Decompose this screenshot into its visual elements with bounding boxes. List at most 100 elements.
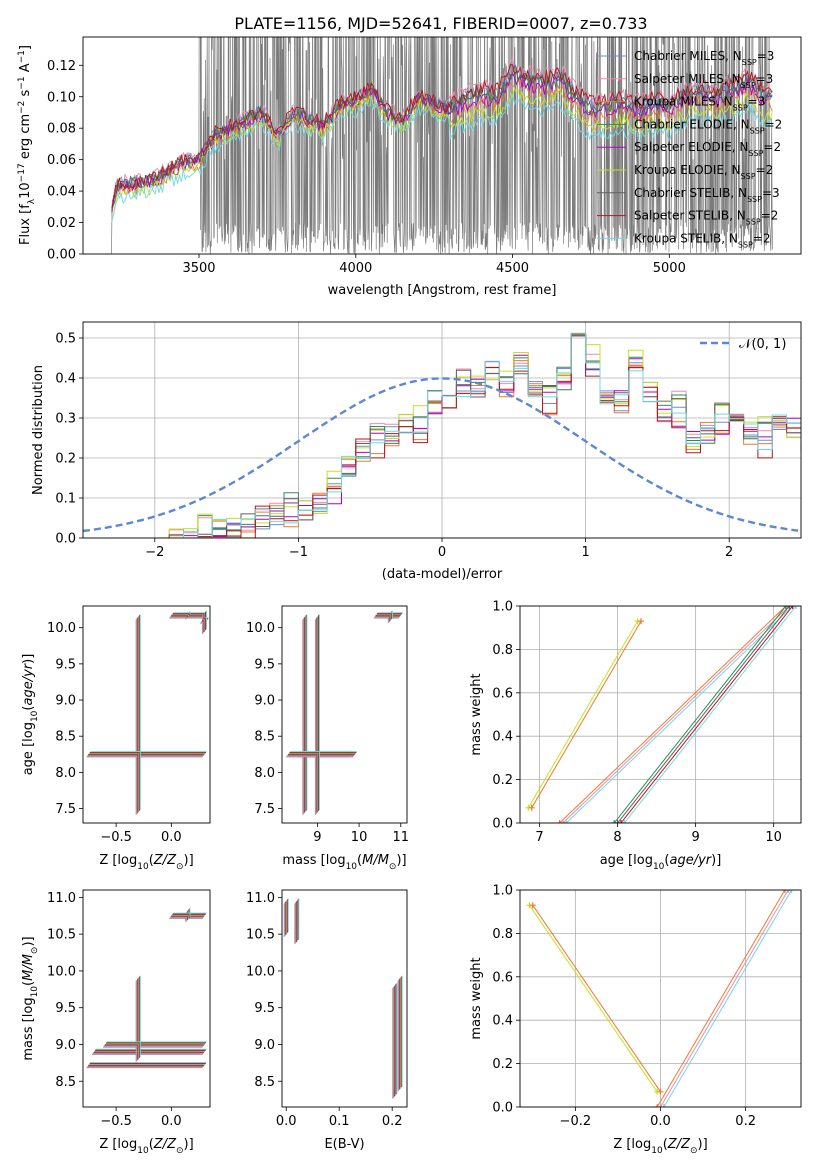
y-tick-label: 11.0: [246, 891, 275, 906]
x-tick-label: 9: [313, 830, 321, 845]
legend-entry: Chabrier MILES, NSSP=3: [634, 49, 774, 67]
legend-subscript: SSP: [746, 217, 761, 226]
y-axis-label: mass weight: [469, 957, 484, 1039]
label-part: (: [21, 981, 36, 986]
y-tick-label: 10.5: [47, 928, 76, 943]
x-tick-label: 8: [613, 830, 621, 845]
label-part: Z [log: [99, 1137, 137, 1152]
label-part: 10: [137, 862, 149, 872]
x-tick-label: 0: [438, 545, 446, 560]
x-tick-label: −1: [289, 545, 308, 560]
x-axis-label: Z [log10(Z/Z⊙)]: [613, 1137, 707, 1156]
label-part: 10: [653, 862, 665, 872]
y-tick-label: 8.5: [254, 1075, 275, 1090]
x-tick-label: 2: [725, 545, 733, 560]
model-spectrum-line: [111, 69, 773, 211]
weight-marker: [786, 606, 793, 609]
axes-frame: [519, 605, 802, 824]
model-spectrum-line: [111, 63, 773, 209]
label-part: ⊙: [389, 862, 397, 872]
weight-line: [532, 904, 661, 1093]
y-tick-label: 0.12: [47, 59, 76, 74]
x-tick-label: 0.0: [276, 1114, 297, 1129]
weight-marker: [654, 1104, 661, 1107]
axes-frame: [281, 889, 408, 1108]
label-part: M/M: [362, 853, 389, 868]
weight-marker: [528, 804, 535, 811]
label-part: (: [149, 1137, 154, 1152]
y-tick-label: 0.6: [492, 686, 513, 701]
x-tick-label: 0.2: [382, 1114, 403, 1129]
y-tick-label: 0.04: [47, 185, 76, 200]
y-tick-label: 9.0: [254, 694, 275, 709]
label-part: (: [357, 853, 362, 868]
massweight-vs-metallicity-axes: −0.2 0.0 0.2 0.0 0.2 0.4 0.6 0.8 1.0 Z [log10(Z/Z…: [469, 884, 802, 1156]
label-part: )]: [396, 853, 406, 868]
label-part: Z/Z: [153, 853, 177, 868]
legend-subscript: SSP: [742, 58, 757, 67]
legend-text: =3: [757, 49, 775, 63]
label-part: (: [664, 853, 669, 868]
x-axis-label: wavelength [Angstrom, rest frame]: [328, 283, 557, 298]
plot-area: [104, 37, 773, 254]
x-axis-label: Z [log10(Z/Z⊙)]: [99, 853, 193, 872]
legend-text: Chabrier MILES, N: [634, 49, 742, 63]
x-tick-label: −0.5: [100, 830, 132, 845]
label-part: (: [149, 853, 154, 868]
histogram-step: [154, 333, 801, 538]
weight-line: [565, 606, 794, 823]
label-part: age [log: [600, 853, 653, 868]
weight-marker: [559, 820, 566, 823]
weight-marker: [657, 1088, 664, 1095]
label-part: ⊙: [690, 1146, 698, 1156]
weight-line: [620, 606, 794, 823]
legend-text: Kroupa MILES, N: [634, 95, 733, 109]
normal-curve: [83, 377, 799, 533]
y-tick-label: 9.0: [254, 1038, 275, 1053]
axes-frame: [82, 36, 802, 255]
y-tick-label: 0.0: [55, 532, 76, 547]
label-part: Z [log: [99, 853, 137, 868]
histogram-step: [154, 334, 801, 538]
x-tick-label: −0.5: [100, 1114, 132, 1129]
histogram-step: [154, 335, 801, 538]
weight-line: [531, 620, 642, 809]
weight-line: [656, 890, 786, 1107]
y-tick-label: 10.0: [246, 621, 275, 636]
y-tick-label: 0.8: [492, 927, 513, 942]
plot-area: [520, 606, 801, 823]
weight-line: [528, 904, 658, 1093]
x-tick-label: 10: [765, 830, 782, 845]
label-part: age/yr: [21, 662, 36, 705]
mass-vs-metallicity-axes: −0.5 0.08.59.09.510.010.511.0Z [log10(Z/Z…: [21, 889, 211, 1156]
y-tick-label: 0.10: [47, 90, 76, 105]
weight-line: [663, 890, 793, 1107]
figure-title: PLATE=1156, MJD=52641, FIBERID=0007, z=0…: [234, 14, 647, 33]
weight-marker: [657, 1104, 664, 1107]
histogram-step: [154, 333, 801, 538]
x-tick-label: 3500: [182, 261, 215, 276]
y-tick-label: 9.5: [55, 1001, 76, 1016]
legend-entry: Kroupa MILES, NSSP=3: [634, 95, 765, 113]
y-tick-label: 0.2: [55, 452, 76, 467]
legend-text: =2: [763, 140, 781, 154]
y-tick-label: 10.0: [47, 964, 76, 979]
weight-marker: [614, 820, 621, 823]
x-tick-label: 9: [691, 830, 699, 845]
axes-frame: [281, 605, 408, 824]
label-part: ⊙: [30, 947, 40, 955]
y-tick-label: 8.0: [254, 766, 275, 781]
weight-marker: [789, 606, 796, 609]
legend-text: =2: [765, 117, 783, 131]
y-tick-label: 0.2: [492, 773, 513, 788]
model-spectrum-line: [111, 93, 773, 223]
label-part: )]: [21, 936, 36, 946]
x-tick-label: 0.0: [650, 1114, 671, 1129]
age-vs-metallicity-axes: −0.5 0.07.58.08.59.09.510.0Z [log10(Z/Z⊙)…: [21, 605, 211, 872]
y-tick-label: 0.5: [55, 332, 76, 347]
weight-marker: [556, 820, 563, 823]
y-axis-label: mass [log10(M/M⊙)]: [21, 936, 40, 1060]
y-tick-label: 9.0: [55, 694, 76, 709]
weight-line: [613, 606, 787, 823]
